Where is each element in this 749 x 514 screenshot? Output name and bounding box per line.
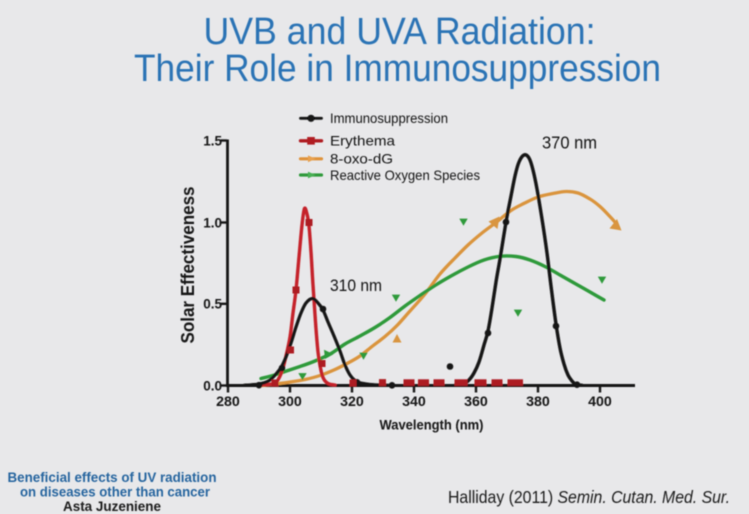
svg-text:UVB and UVA Radiation:: UVB and UVA Radiation: bbox=[204, 11, 596, 53]
svg-text:1.0: 1.0 bbox=[203, 215, 222, 230]
svg-text:400: 400 bbox=[588, 394, 612, 410]
svg-text:Asta Juzeniene: Asta Juzeniene bbox=[63, 498, 161, 514]
svg-text:320: 320 bbox=[340, 394, 364, 410]
svg-text:340: 340 bbox=[402, 394, 426, 410]
svg-text:1.5: 1.5 bbox=[203, 133, 222, 148]
svg-text:Beneficial effects of UV radia: Beneficial effects of UV radiation bbox=[8, 469, 217, 485]
svg-text:Halliday (2011) Semin. Cutan.: Halliday (2011) Semin. Cutan. Med. Sur. bbox=[448, 487, 730, 507]
svg-text:Their Role in Immunosuppressio: Their Role in Immunosuppression bbox=[134, 48, 661, 90]
svg-text:8-oxo-dG: 8-oxo-dG bbox=[330, 150, 393, 166]
svg-text:Solar Effectiveness: Solar Effectiveness bbox=[178, 187, 198, 344]
svg-text:on diseases other than cancer: on diseases other than cancer bbox=[20, 484, 211, 500]
svg-text:280: 280 bbox=[216, 394, 240, 410]
svg-text:300: 300 bbox=[278, 394, 302, 410]
svg-text:310 nm: 310 nm bbox=[330, 277, 382, 295]
svg-text:0.0: 0.0 bbox=[203, 378, 222, 393]
svg-text:Wavelength (nm): Wavelength (nm) bbox=[380, 416, 484, 432]
svg-text:370 nm: 370 nm bbox=[542, 133, 597, 153]
svg-text:380: 380 bbox=[526, 394, 550, 410]
svg-text:Erythema: Erythema bbox=[330, 132, 395, 148]
svg-text:Reactive Oxygen Species: Reactive Oxygen Species bbox=[330, 167, 480, 183]
svg-text:360: 360 bbox=[464, 394, 488, 410]
svg-text:Immunosuppression: Immunosuppression bbox=[330, 110, 448, 126]
svg-text:0.5: 0.5 bbox=[203, 297, 222, 312]
